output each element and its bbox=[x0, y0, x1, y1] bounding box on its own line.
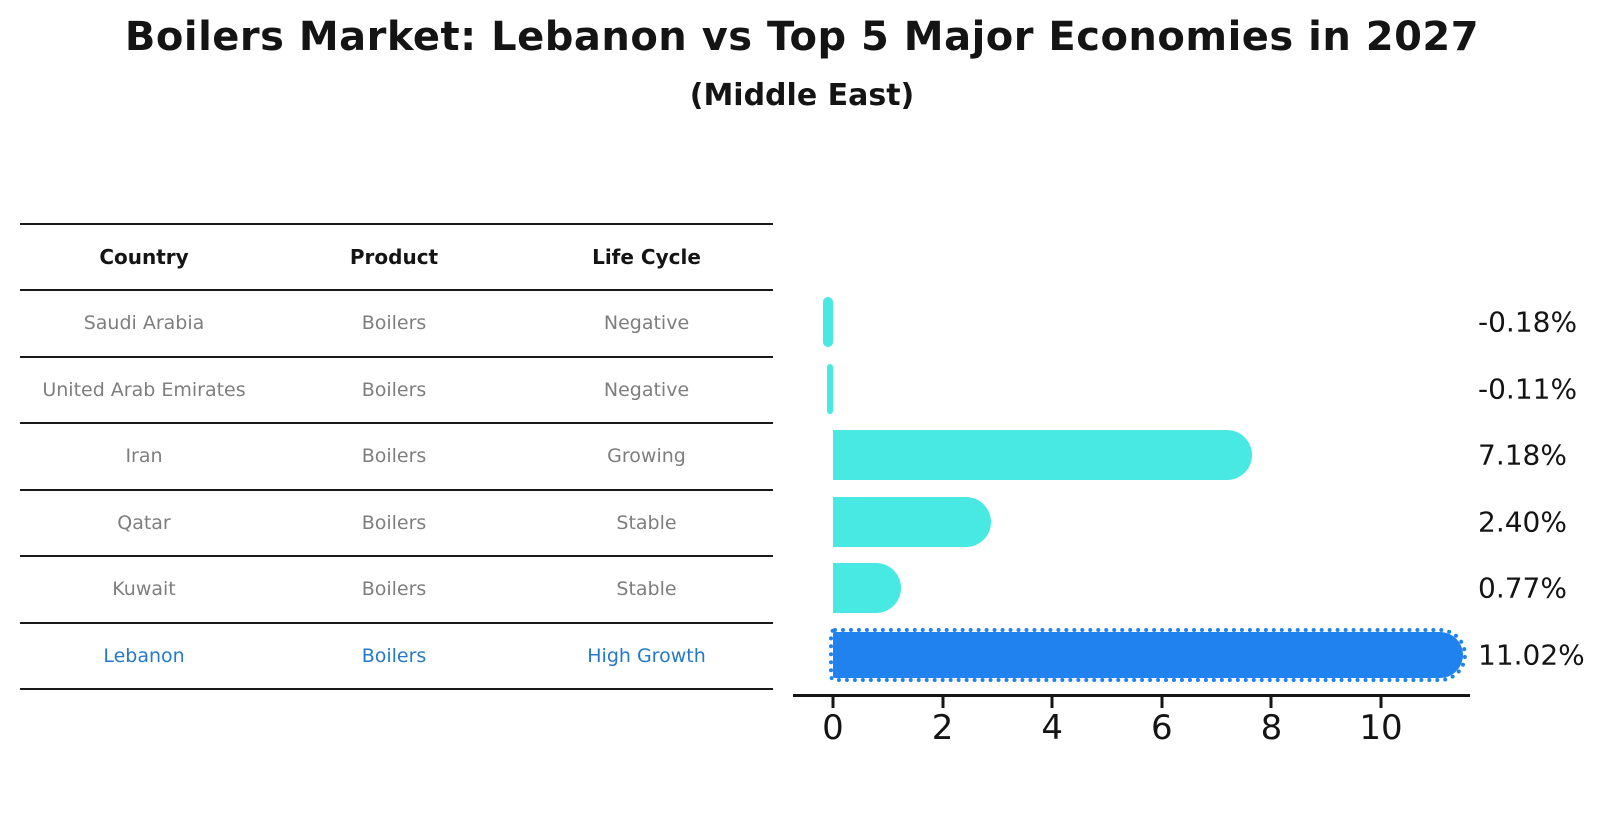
country-cell: Iran bbox=[125, 445, 163, 468]
bar-united-arab-emirates bbox=[826, 363, 833, 414]
life-cycle-cell: High Growth bbox=[587, 644, 706, 667]
x-tick bbox=[1050, 697, 1054, 708]
table-row-kuwait: Kuwait Boilers Stable bbox=[20, 555, 773, 622]
life-cycle-cell: Stable bbox=[616, 578, 677, 601]
x-tick-label: 6 bbox=[1150, 708, 1173, 748]
life-cycle-cell: Stable bbox=[616, 511, 677, 534]
table-header-product: Product bbox=[349, 245, 439, 269]
x-tick bbox=[1379, 697, 1383, 708]
x-tick-label: 10 bbox=[1359, 708, 1403, 748]
bar-iran bbox=[833, 430, 1253, 481]
x-tick bbox=[941, 697, 945, 708]
life-cycle-cell: Growing bbox=[607, 445, 686, 468]
product-cell: Boilers bbox=[361, 644, 427, 667]
x-tick-label: 0 bbox=[822, 708, 844, 748]
country-cell: Saudi Arabia bbox=[83, 312, 205, 335]
table-row-united-arab-emirates: United Arab Emirates Boilers Negative bbox=[20, 355, 773, 423]
table-row-saudi-arabia: Saudi Arabia Boilers Negative bbox=[20, 289, 773, 356]
life-cycle-cell: Negative bbox=[603, 378, 690, 401]
value-label-lebanon: 11.02% bbox=[1478, 638, 1585, 672]
value-label-kuwait: 0.77% bbox=[1478, 571, 1567, 605]
bar-saudi-arabia bbox=[823, 297, 833, 348]
product-cell: Boilers bbox=[361, 378, 427, 401]
table-header-life-cycle: Life Cycle bbox=[592, 245, 701, 269]
country-cell: Lebanon bbox=[103, 644, 185, 667]
table-row-qatar: Qatar Boilers Stable bbox=[20, 488, 773, 556]
bar-lebanon bbox=[829, 627, 1467, 682]
product-cell: Boilers bbox=[361, 312, 427, 335]
table-row-iran: Iran Boilers Growing bbox=[20, 422, 773, 489]
x-tick-label: 8 bbox=[1260, 708, 1283, 748]
x-tick-label: 2 bbox=[931, 708, 954, 748]
x-tick bbox=[1269, 697, 1273, 708]
chart-title: Boilers Market: Lebanon vs Top 5 Major E… bbox=[124, 14, 1480, 60]
x-tick-label: 4 bbox=[1041, 708, 1064, 748]
product-cell: Boilers bbox=[361, 445, 427, 468]
bar-qatar bbox=[833, 496, 991, 547]
table-header-row: Country Product Life Cycle bbox=[20, 223, 773, 289]
product-cell: Boilers bbox=[361, 511, 427, 534]
x-axis bbox=[793, 694, 1470, 697]
country-cell: United Arab Emirates bbox=[42, 378, 246, 401]
value-label-saudi-arabia: -0.18% bbox=[1478, 305, 1578, 339]
comparison-table: Country Product Life Cycle Saudi Arabia … bbox=[20, 223, 773, 690]
table-header-country: Country bbox=[99, 245, 189, 269]
x-tick bbox=[831, 697, 835, 708]
country-cell: Kuwait bbox=[112, 578, 176, 601]
value-label-united-arab-emirates: -0.11% bbox=[1478, 372, 1578, 406]
life-cycle-cell: Negative bbox=[603, 312, 690, 335]
value-label-qatar: 2.40% bbox=[1478, 505, 1567, 539]
chart-subtitle: (Middle East) bbox=[689, 78, 915, 113]
value-label-iran: 7.18% bbox=[1478, 438, 1567, 472]
country-cell: Qatar bbox=[117, 511, 171, 534]
product-cell: Boilers bbox=[361, 578, 427, 601]
bar-kuwait bbox=[833, 563, 902, 614]
x-tick bbox=[1160, 697, 1164, 708]
table-row-lebanon: Lebanon Boilers High Growth bbox=[20, 621, 773, 689]
